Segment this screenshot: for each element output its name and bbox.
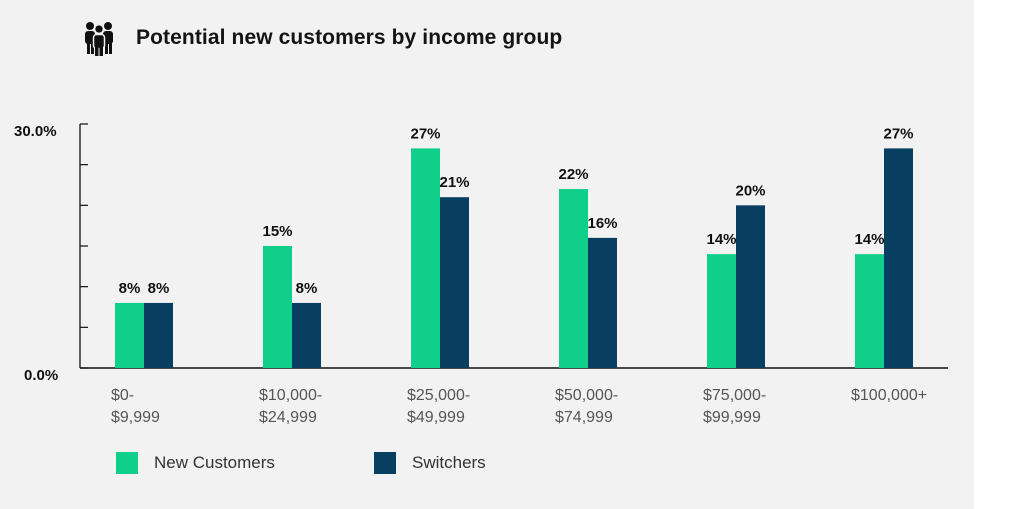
bar — [292, 302, 321, 368]
data-label: 14% — [706, 231, 736, 248]
bar — [115, 302, 144, 368]
bar — [884, 148, 913, 368]
category-label: $0- — [111, 387, 134, 404]
chart-panel — [0, 0, 974, 509]
data-label: 27% — [410, 125, 440, 142]
data-label: 22% — [558, 166, 588, 183]
legend-item-switchers: Switchers — [374, 452, 486, 474]
data-label: 8% — [148, 280, 170, 297]
data-label: 20% — [735, 182, 765, 199]
category-label: $25,000- — [407, 387, 470, 404]
data-label: 8% — [119, 280, 141, 297]
chart-header: Potential new customers by income group — [82, 20, 562, 56]
bar — [263, 246, 292, 368]
category-label: $99,999 — [703, 409, 761, 426]
category-label: $10,000- — [259, 387, 322, 404]
bar — [559, 189, 588, 368]
data-label: 15% — [262, 223, 292, 240]
data-label: 16% — [587, 215, 617, 232]
category-label: $50,000- — [555, 387, 618, 404]
data-label: 21% — [439, 174, 469, 191]
legend-label-new-customers: New Customers — [154, 453, 275, 472]
chart-title: Potential new customers by income group — [136, 26, 563, 49]
y-tick-label: 30.0% — [14, 123, 57, 140]
category-label: $75,000- — [703, 387, 766, 404]
legend-swatch-switchers — [374, 452, 396, 474]
data-label: 14% — [854, 231, 884, 248]
category-label: $74,999 — [555, 409, 613, 426]
data-label: 8% — [296, 280, 318, 297]
category-label: $9,999 — [111, 409, 160, 426]
bar — [411, 148, 440, 368]
data-label: 27% — [883, 125, 913, 142]
y-tick-label: 0.0% — [24, 367, 58, 384]
people-group-icon — [82, 20, 116, 56]
bar — [440, 197, 469, 368]
category-label: $100,000+ — [851, 387, 927, 404]
legend-label-switchers: Switchers — [412, 453, 486, 472]
bar — [707, 254, 736, 368]
bar — [144, 302, 173, 368]
category-label: $24,999 — [259, 409, 317, 426]
bar — [588, 237, 617, 368]
legend-item-new-customers: New Customers — [116, 452, 275, 474]
bar — [855, 254, 884, 368]
bar — [736, 205, 765, 368]
legend-swatch-new-customers — [116, 452, 138, 474]
category-label: $49,999 — [407, 409, 465, 426]
